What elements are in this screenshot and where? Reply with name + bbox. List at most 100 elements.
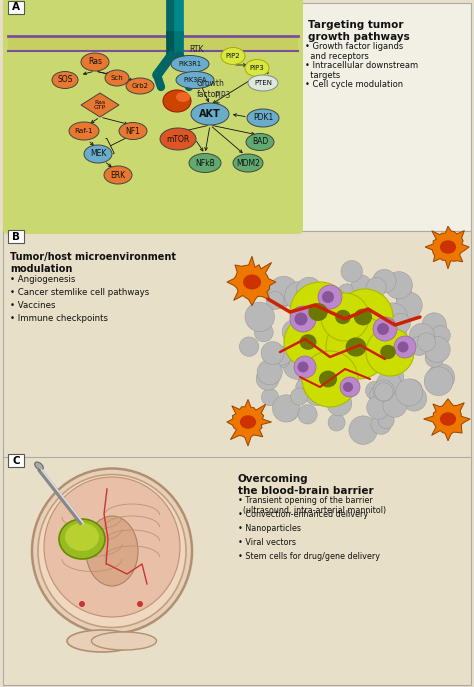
Circle shape [319,302,345,328]
Text: PIK3R1: PIK3R1 [179,61,201,67]
Polygon shape [227,256,276,306]
Circle shape [262,389,279,406]
Circle shape [282,319,307,344]
Text: RTK: RTK [189,45,203,54]
Circle shape [79,601,85,607]
Circle shape [293,343,313,363]
Text: Sch: Sch [110,75,123,81]
Circle shape [239,337,259,357]
Circle shape [431,326,450,345]
Circle shape [376,372,401,397]
Circle shape [257,360,282,385]
Ellipse shape [160,128,196,150]
Text: AKT: AKT [199,109,221,119]
Circle shape [395,287,412,304]
Text: • Nanoparticles: • Nanoparticles [238,524,301,533]
Circle shape [298,405,317,424]
Ellipse shape [319,370,337,387]
Text: Ras: Ras [88,58,102,67]
Circle shape [290,306,316,332]
Circle shape [378,413,394,429]
Circle shape [321,293,369,341]
Circle shape [327,391,352,416]
FancyBboxPatch shape [3,231,471,459]
Text: Grb2: Grb2 [131,83,148,89]
Ellipse shape [308,303,328,321]
Text: • Immune checkpoints: • Immune checkpoints [10,314,108,323]
Polygon shape [227,399,272,446]
Ellipse shape [247,109,279,127]
Ellipse shape [171,56,209,73]
Ellipse shape [52,71,78,89]
Text: SOS: SOS [57,76,73,85]
Ellipse shape [176,71,214,89]
Circle shape [256,368,279,390]
Ellipse shape [248,75,278,91]
Text: ERK: ERK [110,170,126,179]
Ellipse shape [221,47,245,65]
Circle shape [378,303,408,332]
Text: • Transient opening of the barrier
  (ultrasound, intra-arterial mannitol): • Transient opening of the barrier (ultr… [238,496,386,515]
Ellipse shape [380,345,396,359]
Circle shape [377,323,389,335]
Text: • Angiogenesis: • Angiogenesis [10,275,75,284]
FancyBboxPatch shape [8,35,298,51]
Circle shape [366,328,414,376]
Circle shape [353,307,373,328]
Text: • Viral vectors: • Viral vectors [238,538,296,547]
Circle shape [373,317,397,341]
Circle shape [365,381,384,400]
Ellipse shape [189,153,221,172]
Circle shape [273,395,300,422]
Circle shape [284,282,313,311]
Circle shape [398,341,409,352]
Text: BAD: BAD [252,137,268,146]
Circle shape [317,372,335,391]
Ellipse shape [245,60,269,76]
Circle shape [370,317,394,342]
Circle shape [344,304,364,324]
Circle shape [300,303,324,326]
Text: • Vaccines: • Vaccines [10,301,55,310]
Ellipse shape [91,632,156,650]
Text: PIK3CA: PIK3CA [183,77,207,83]
Circle shape [335,284,362,311]
Circle shape [373,380,394,401]
Ellipse shape [67,630,137,652]
Circle shape [322,291,334,303]
Circle shape [284,316,336,368]
Ellipse shape [440,412,456,426]
Text: B: B [12,232,20,242]
Ellipse shape [126,78,154,94]
Polygon shape [81,93,119,117]
Text: • Cancer stemlike cell pathways: • Cancer stemlike cell pathways [10,288,149,297]
Circle shape [266,291,284,309]
Ellipse shape [104,166,132,184]
Text: Raf-1: Raf-1 [75,128,93,134]
Text: • Stem cells for drug/gene delivery: • Stem cells for drug/gene delivery [238,552,380,561]
FancyBboxPatch shape [8,454,24,467]
Circle shape [283,350,312,379]
Circle shape [375,304,396,326]
Text: MDM2: MDM2 [236,159,260,168]
Circle shape [294,313,308,326]
Circle shape [371,414,392,434]
Circle shape [307,304,336,333]
Text: • Intracellular downstream
  targets: • Intracellular downstream targets [305,61,418,80]
Ellipse shape [32,469,192,633]
FancyBboxPatch shape [8,1,24,14]
Circle shape [276,399,299,422]
Circle shape [380,312,401,334]
FancyBboxPatch shape [3,0,303,234]
Circle shape [428,363,455,391]
Circle shape [336,299,365,328]
Ellipse shape [440,240,456,254]
Ellipse shape [346,337,366,357]
Ellipse shape [35,462,43,470]
Circle shape [352,275,371,294]
Text: MEK: MEK [90,150,106,159]
Ellipse shape [86,516,138,586]
Circle shape [264,349,280,366]
Text: NFkB: NFkB [195,159,215,168]
Circle shape [305,383,328,405]
